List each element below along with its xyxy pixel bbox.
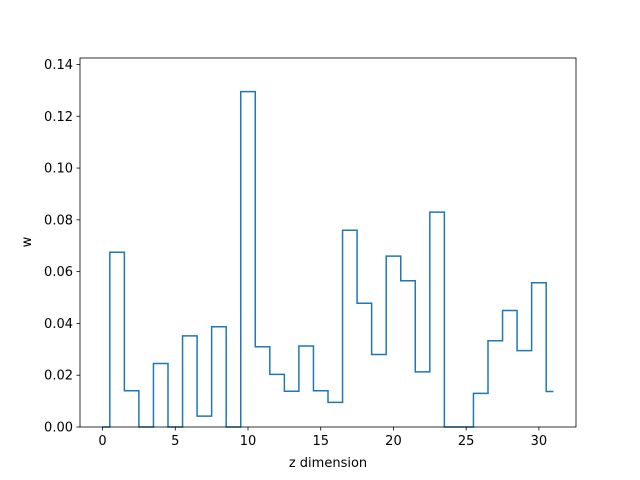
x-tick-label: 5 xyxy=(171,434,179,449)
x-axis-label: z dimension xyxy=(289,456,367,471)
y-tick-label: 0.06 xyxy=(44,265,73,280)
x-axis: 0 5 10 15 20 25 30 xyxy=(98,427,547,449)
y-tick-label: 0.08 xyxy=(44,213,73,228)
x-tick-label: 0 xyxy=(98,434,106,449)
x-tick-label: 25 xyxy=(458,434,475,449)
step-series-line xyxy=(102,90,554,428)
y-axis: 0.00 0.02 0.04 0.06 0.08 0.10 0.12 0.14 xyxy=(44,58,80,436)
y-tick-label: 0.00 xyxy=(44,421,73,436)
x-tick-label: 20 xyxy=(385,434,402,449)
x-tick-label: 15 xyxy=(312,434,329,449)
y-tick-label: 0.02 xyxy=(44,369,73,384)
x-tick-label: 30 xyxy=(531,434,548,449)
x-tick-label: 10 xyxy=(240,434,257,449)
y-tick-label: 0.04 xyxy=(44,317,73,332)
y-tick-label: 0.12 xyxy=(44,110,73,125)
axes-frame xyxy=(79,57,577,428)
plot-area xyxy=(79,57,577,428)
y-tick-label: 0.14 xyxy=(44,58,73,73)
y-axis-label: w xyxy=(20,236,35,247)
y-tick-label: 0.10 xyxy=(44,162,73,177)
